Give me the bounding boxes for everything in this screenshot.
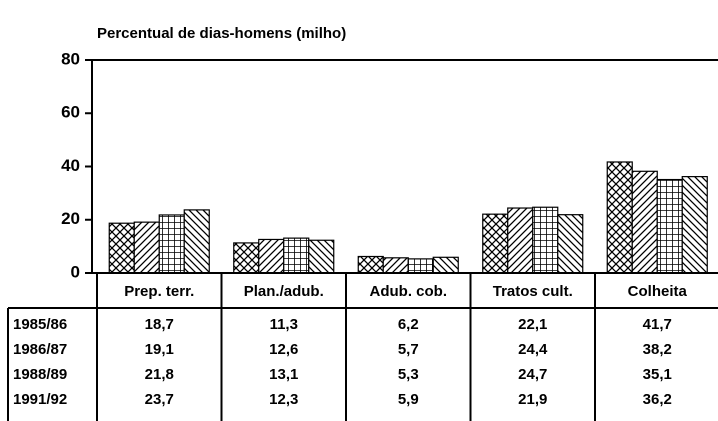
bar (681, 176, 708, 274)
bar (258, 238, 285, 274)
table-value: 19,1 (145, 341, 174, 358)
bar (532, 206, 559, 274)
bar (507, 207, 534, 274)
row-label: 1988/89 (13, 366, 67, 383)
bar (482, 213, 509, 274)
bar (233, 242, 260, 274)
bar (382, 257, 409, 274)
table-value: 41,7 (643, 316, 672, 333)
bar (283, 237, 310, 274)
table-value: 11,3 (270, 316, 298, 333)
bar (656, 178, 683, 274)
row-label: 1986/87 (13, 341, 67, 358)
table-value: 24,7 (518, 366, 547, 383)
bar (631, 170, 658, 274)
table-value: 6,2 (398, 316, 419, 333)
row-label: 1991/92 (13, 391, 67, 408)
bar (432, 256, 459, 274)
table-value: 21,8 (145, 366, 174, 383)
table-value: 5,9 (398, 391, 419, 408)
y-tick-label: 80 (61, 49, 80, 68)
x-tick-label: Adub. cob. (370, 283, 448, 300)
chart-title: Percentual de dias-homens (milho) (97, 25, 346, 42)
bar (357, 255, 384, 274)
y-tick-label: 20 (61, 209, 80, 228)
bar (308, 239, 335, 274)
table-value: 35,1 (643, 366, 672, 383)
table-value: 23,7 (145, 391, 174, 408)
bar (133, 221, 160, 274)
table-value: 24,4 (518, 341, 548, 358)
x-tick-label: Colheita (628, 283, 688, 300)
table-value: 13,1 (269, 366, 298, 383)
bar (158, 214, 185, 274)
x-tick-label: Plan./adub. (244, 283, 324, 300)
x-tick-label: Prep. terr. (124, 283, 194, 300)
table-value: 12,6 (269, 341, 298, 358)
row-label: 1985/86 (13, 316, 67, 333)
y-tick-label: 0 (71, 262, 80, 281)
table-value: 38,2 (643, 341, 672, 358)
table-value: 36,2 (643, 391, 672, 408)
table-value: 22,1 (518, 316, 547, 333)
bar (407, 258, 434, 274)
bar (183, 209, 210, 274)
table-value: 5,7 (398, 341, 419, 358)
table-value: 12,3 (269, 391, 298, 408)
x-tick-label: Tratos cult. (493, 283, 573, 300)
y-tick-label: 60 (61, 103, 80, 122)
bar (557, 214, 584, 274)
y-tick-label: 40 (61, 156, 80, 175)
table-value: 18,7 (145, 316, 174, 333)
bar (606, 161, 633, 274)
table-value: 21,9 (518, 391, 547, 408)
bar (108, 222, 135, 274)
table-value: 5,3 (398, 366, 419, 383)
